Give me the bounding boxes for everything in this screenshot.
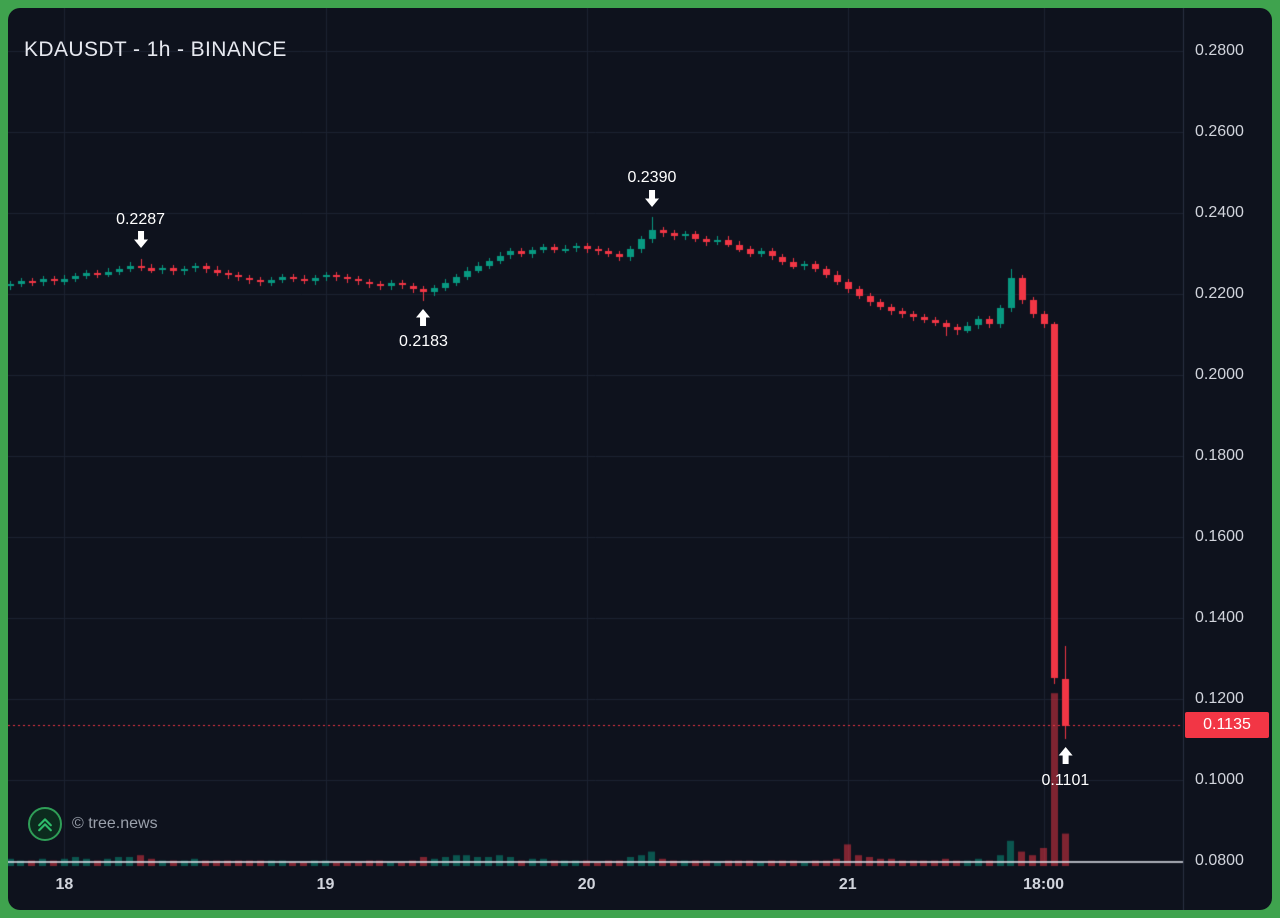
price-tick-label: 0.1800 <box>1195 447 1244 464</box>
watermark: © tree.news <box>28 807 158 841</box>
chart-title: KDAUSDT - 1h - BINANCE <box>24 38 287 61</box>
price-tick-label: 0.1400 <box>1195 609 1244 626</box>
annotation-label: 0.2390 <box>627 169 677 187</box>
price-annotation: 0.2183 <box>398 308 448 351</box>
time-tick-label: 20 <box>577 876 596 893</box>
price-annotation: 0.2287 <box>116 211 165 253</box>
time-tick-label: 19 <box>316 876 335 893</box>
last-price-label: 0.1135 <box>1185 712 1269 739</box>
chart-panel: KDAUSDT - 1h - BINANCE 0.2800 0.2600 0.240… <box>8 8 1272 910</box>
annotation-arrow-up-icon <box>1058 747 1073 769</box>
price-tick-label: 0.2400 <box>1195 204 1244 221</box>
time-tick-label: 18:00 <box>1023 876 1065 893</box>
annotation-label: 0.1101 <box>1041 771 1090 789</box>
price-annotation: 0.1101 <box>1041 747 1089 789</box>
copyright-text: © tree.news <box>72 815 158 832</box>
price-tick-label: 0.1200 <box>1195 690 1244 707</box>
price-tick-label: 0.1000 <box>1195 771 1244 788</box>
annotation-label: 0.2287 <box>116 210 166 228</box>
time-tick-label: 21 <box>838 876 857 893</box>
price-tick-label: 0.2600 <box>1195 123 1244 140</box>
price-tick-label: 0.2200 <box>1195 285 1244 302</box>
candlestick-chart-canvas[interactable] <box>8 8 1272 910</box>
price-tick-label: 0.2800 <box>1195 42 1244 59</box>
time-tick-label: 18 <box>55 876 74 893</box>
annotation-arrow-up-icon <box>416 308 431 331</box>
tree-news-logo-icon <box>28 807 62 841</box>
annotation-arrow-down-icon <box>133 231 148 253</box>
price-tick-label: 0.0800 <box>1195 852 1244 869</box>
annotation-label: 0.2183 <box>398 333 448 351</box>
price-tick-label: 0.2000 <box>1195 366 1244 383</box>
price-annotation: 0.2390 <box>627 169 676 211</box>
price-tick-label: 0.1600 <box>1195 528 1244 545</box>
annotation-arrow-down-icon <box>644 189 659 212</box>
